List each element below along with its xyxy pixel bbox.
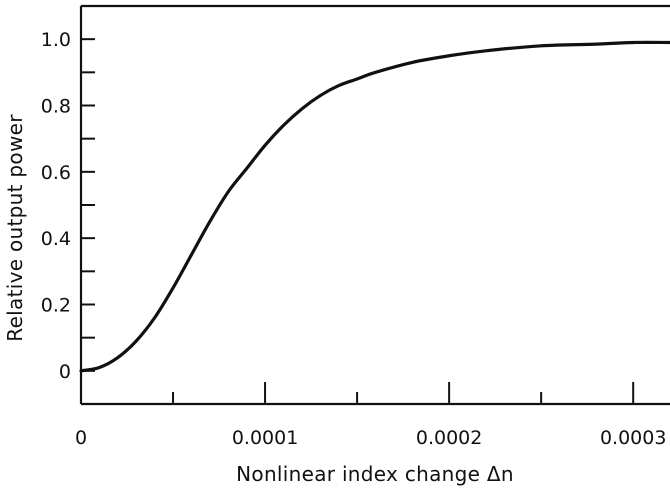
y-tick-label: 1.0 (41, 29, 71, 51)
x-tick-label: 0 (75, 427, 87, 449)
series-line (79, 40, 670, 373)
y-tick-label: 0.2 (41, 295, 71, 317)
series-layer (79, 40, 670, 373)
labels-layer: Nonlinear index change Δn Relative outpu… (3, 114, 514, 486)
y-tick-label: 0 (59, 361, 71, 383)
axes: 0 0.2 0.4 0.6 0.8 1.0 0 0.0001 0.0002 0.0003 (41, 4, 670, 449)
x-tick-label: 0.0001 (232, 427, 298, 449)
y-tick-label: 0.4 (41, 228, 71, 250)
x-axis-label: Nonlinear index change Δn (236, 462, 514, 486)
x-tick-label: 0.0002 (416, 427, 482, 449)
x-tick-label: 0.0003 (600, 427, 666, 449)
y-tick-label: 0.8 (41, 96, 71, 118)
y-axis-label: Relative output power (3, 114, 27, 342)
y-tick-label: 0.6 (41, 162, 71, 184)
